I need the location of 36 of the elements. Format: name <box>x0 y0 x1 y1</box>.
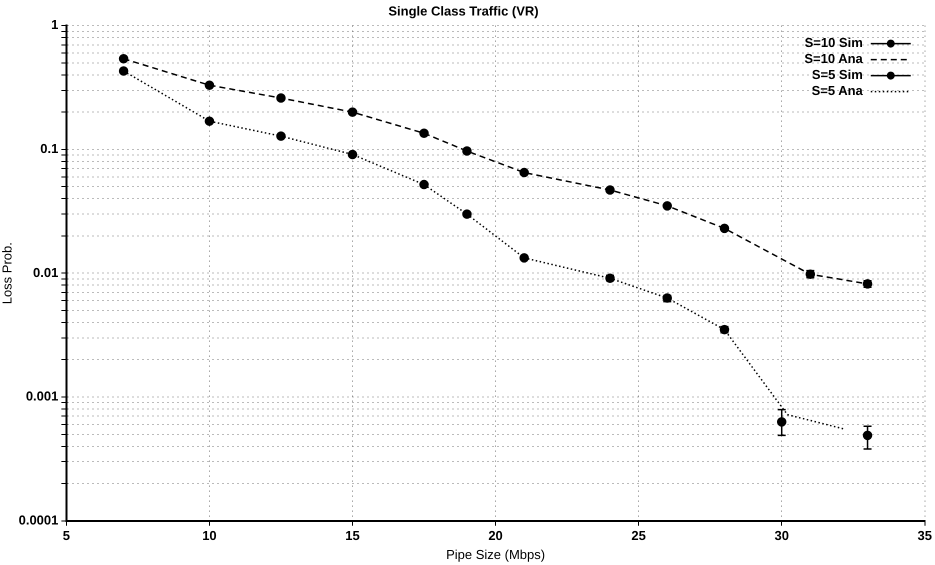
point <box>605 185 615 195</box>
y-tick-label: 1 <box>51 17 58 32</box>
x-tick-label: 10 <box>202 528 217 544</box>
point <box>419 128 429 138</box>
legend-label: S=10 Sim <box>804 35 863 50</box>
chart-title: Single Class Traffic (VR) <box>388 3 539 18</box>
point <box>348 107 358 117</box>
x-tick-label: 20 <box>488 528 503 544</box>
point <box>519 253 529 263</box>
point <box>462 209 472 219</box>
x-tick-label: 15 <box>345 528 360 544</box>
y-tick-label: 0.1 <box>40 140 58 156</box>
point <box>419 180 429 190</box>
legend-label: S=10 Ana <box>804 51 864 66</box>
point <box>348 150 358 160</box>
y-tick-label: 0.001 <box>26 388 58 404</box>
legend-label: S=5 Ana <box>812 83 864 98</box>
point <box>118 66 128 76</box>
point <box>276 131 286 141</box>
point <box>204 116 214 126</box>
x-axis-title: Pipe Size (Mbps) <box>446 546 546 562</box>
point <box>462 146 472 156</box>
point <box>662 201 672 211</box>
point <box>204 80 214 90</box>
legend-label: S=5 Sim <box>812 67 863 82</box>
point <box>276 93 286 103</box>
x-tick-label: 25 <box>631 528 646 544</box>
x-tick-label: 35 <box>918 528 932 544</box>
y-tick-label: 0.0001 <box>18 512 58 528</box>
y-axis-title: Loss Prob. <box>0 242 14 304</box>
point <box>720 224 730 234</box>
y-tick-label: 0.01 <box>33 264 58 280</box>
x-tick-label: 5 <box>62 528 70 544</box>
x-tick-label: 30 <box>774 528 789 544</box>
point <box>118 54 128 64</box>
point <box>519 168 529 178</box>
